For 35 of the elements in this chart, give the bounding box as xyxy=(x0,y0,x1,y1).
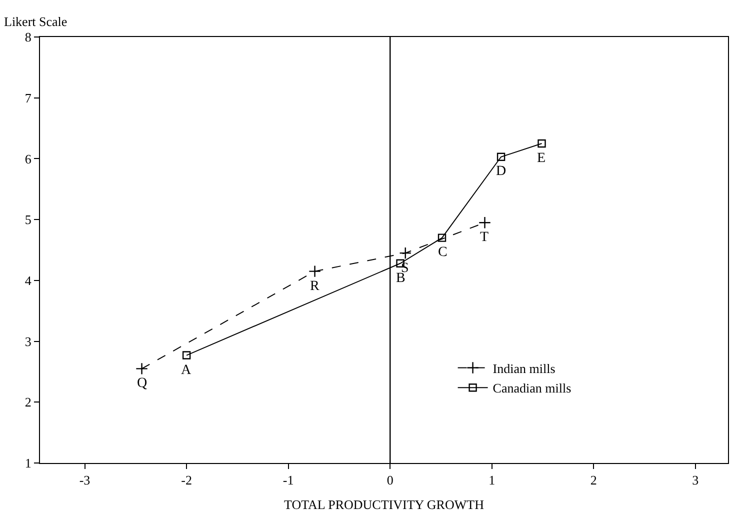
point xyxy=(496,152,506,161)
annotation: R xyxy=(310,279,320,294)
annotation: D xyxy=(496,164,506,179)
y-tick-label: 1 xyxy=(24,456,32,471)
annotation: C xyxy=(438,245,448,260)
annotation: A xyxy=(181,363,192,378)
point xyxy=(136,362,148,375)
annotation: T xyxy=(480,230,489,245)
x-tick-label: 1 xyxy=(488,472,496,488)
y-tick-label: 5 xyxy=(24,212,32,228)
y-tick-label: 2 xyxy=(24,394,32,410)
point xyxy=(438,234,446,242)
y-axis-title: Likert Scale xyxy=(4,14,68,29)
annotation: B xyxy=(396,271,406,286)
y-tick-label: 8 xyxy=(24,30,32,45)
x-tick-label: -3 xyxy=(79,472,90,488)
legend-label: Indian mills xyxy=(492,360,556,376)
x-axis-title: TOTAL PRODUCTIVITY GROWTH xyxy=(284,497,484,512)
x-tick-label: 2 xyxy=(590,472,597,488)
x-tick-label: -2 xyxy=(181,472,192,488)
legend-label: Canadian mills xyxy=(492,380,572,396)
annotation: Q xyxy=(137,376,148,391)
y-tick-label: 6 xyxy=(24,151,32,166)
annotation: E xyxy=(537,151,546,166)
point xyxy=(478,216,491,229)
point xyxy=(182,351,191,360)
point xyxy=(308,265,321,278)
y-tick-label: 4 xyxy=(24,272,32,288)
y-tick-label: 3 xyxy=(24,334,32,349)
point xyxy=(538,139,546,148)
x-tick-label: -1 xyxy=(282,472,294,488)
x-tick-label: 3 xyxy=(692,472,699,488)
point xyxy=(399,246,412,260)
y-tick-label: 7 xyxy=(24,90,32,106)
x-tick-label: 0 xyxy=(386,472,394,488)
